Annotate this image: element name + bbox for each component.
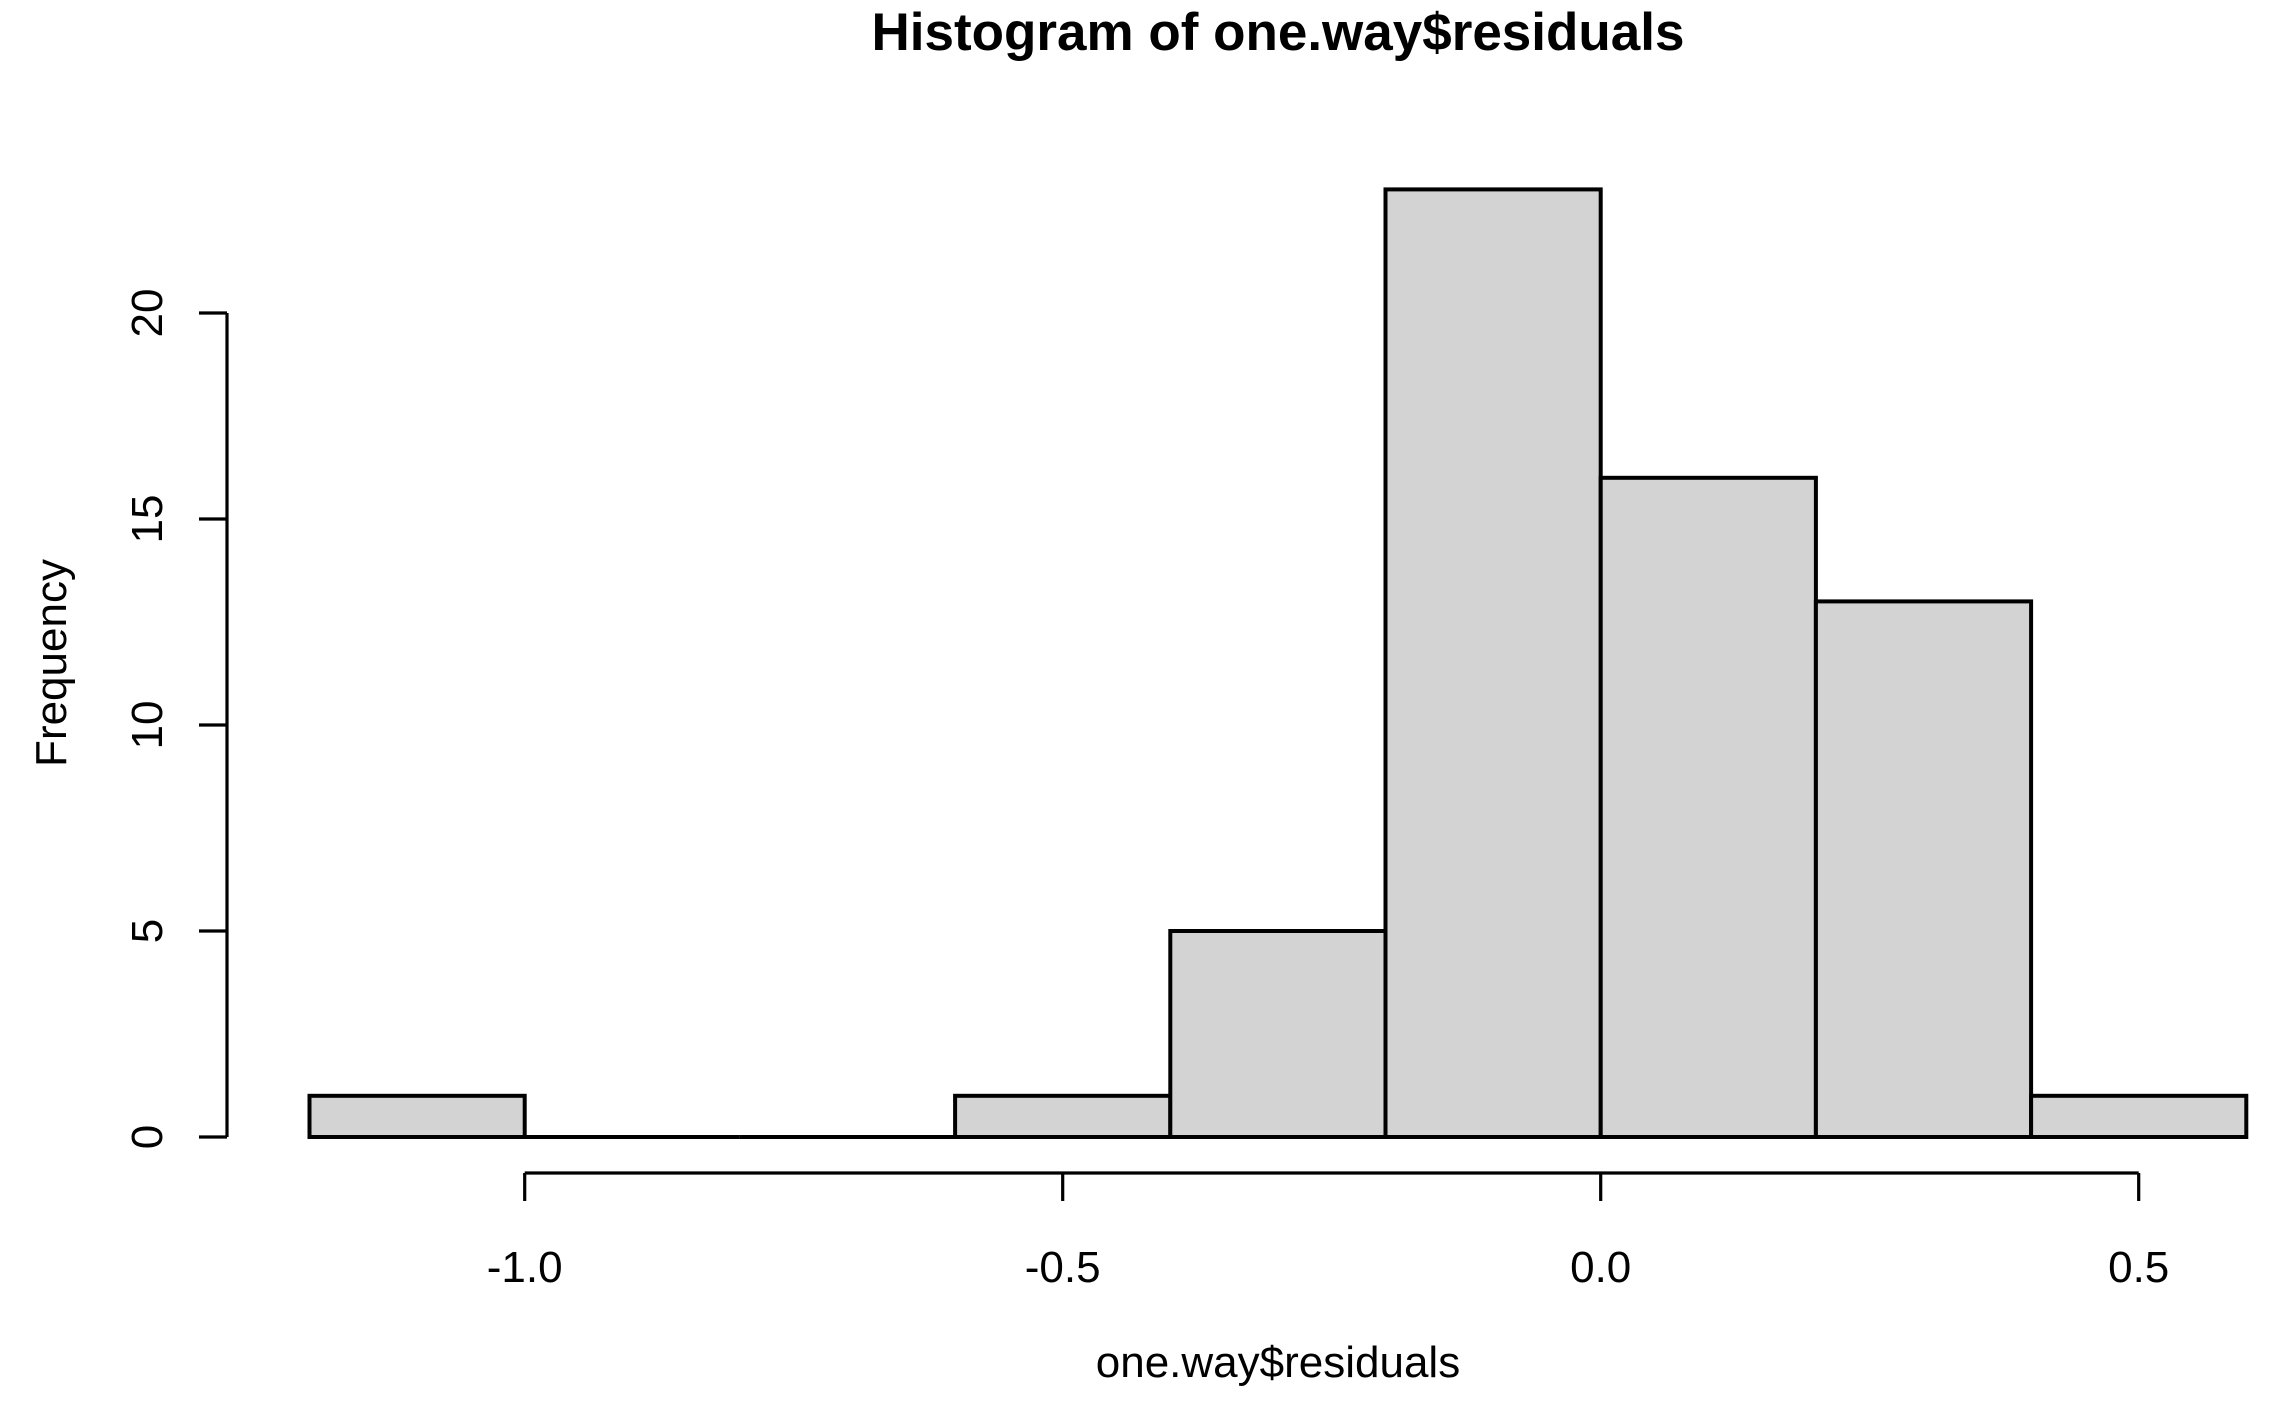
y-tick-label: 15 (123, 495, 172, 544)
x-tick-label: 0.0 (1570, 1243, 1631, 1292)
histogram-bar (1598, 475, 1818, 1139)
y-tick-label: 10 (123, 701, 172, 750)
y-tick-label: 0 (123, 1125, 172, 1149)
y-tick-label: 5 (123, 919, 172, 943)
y-axis-label: Frequency (27, 559, 76, 767)
x-tick-label: -1.0 (487, 1243, 563, 1292)
histogram-bar (307, 1093, 527, 1140)
axes (199, 311, 2141, 1201)
histogram-bars (307, 187, 2249, 1140)
histogram-bar (1813, 599, 2034, 1139)
x-tick-label: 0.5 (2108, 1243, 2169, 1292)
histogram-bar (1168, 929, 1388, 1139)
y-tick-label: 20 (123, 289, 172, 338)
histogram-bar (2029, 1093, 2249, 1140)
x-axis-tick-labels: -1.0 -0.5 0.0 0.5 (487, 1243, 2169, 1292)
histogram-bar (953, 1093, 1173, 1140)
x-axis-label: one.way$residuals (1096, 1338, 1460, 1387)
x-tick-label: -0.5 (1025, 1243, 1101, 1292)
y-axis-tick-labels: 0 5 10 15 20 (123, 289, 172, 1150)
histogram-bar (1383, 187, 1603, 1139)
chart-title: Histogram of one.way$residuals (872, 3, 1685, 62)
